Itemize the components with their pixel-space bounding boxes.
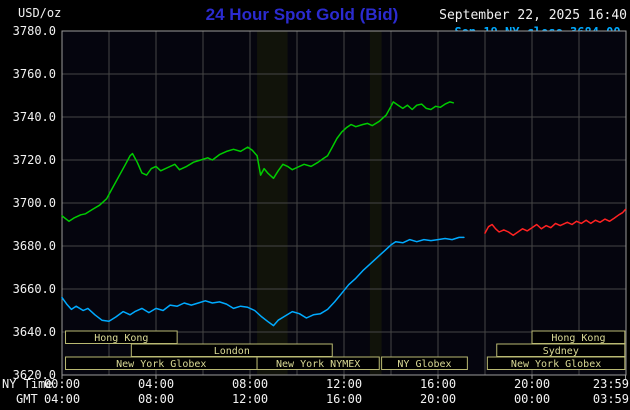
x-axis-tick-ny: 08:00 [232,377,268,391]
session-label: London [214,346,250,357]
session-box [65,330,178,344]
session-label: Sydney [543,346,579,357]
x-axis-tick-ny: 04:00 [138,377,174,391]
x-axis-tick-gmt: 00:00 [514,392,550,406]
session-box [256,356,380,370]
session-label: Hong Kong [94,333,148,344]
y-axis-tick: 3760.0 [13,67,56,81]
x-axis-tick-gmt: 08:00 [138,392,174,406]
price-line-sep19 [61,236,465,327]
y-axis-tick: 3660.0 [13,282,56,296]
x-axis-tick-gmt: 12:00 [232,392,268,406]
x-axis-tick-ny: 16:00 [420,377,456,391]
session-label: New York NYMEX [276,359,360,370]
y-axis-tick: 3620.0 [13,368,56,382]
price-line-sep21 [484,208,627,237]
gmt-axis-label: GMT [16,392,38,406]
page-title: 24 Hour Spot Gold (Bid) [205,5,399,24]
y-axis-tick: 3780.0 [13,24,56,38]
session-box [381,356,468,370]
y-axis-tick: 3680.0 [13,239,56,253]
x-axis-tick-gmt: 16:00 [326,392,362,406]
ny-time-axis-label: NY Time [2,377,53,391]
y-axis-tick: 3740.0 [13,110,56,124]
x-axis-tick-ny: 20:00 [514,377,550,391]
session-label: New York Globex [511,359,601,370]
x-axis-tick-gmt: 03:59 [593,392,629,406]
y-axis-tick: 3640.0 [13,325,56,339]
x-axis-tick-ny: 00:00 [44,377,80,391]
x-axis-tick-gmt: 20:00 [420,392,456,406]
x-axis-tick-gmt: 04:00 [44,392,80,406]
y-axis-tick: 3720.0 [13,153,56,167]
datetime-label: September 22, 2025 16:40 [439,8,627,23]
session-box [486,356,626,370]
x-axis-tick-ny: 12:00 [326,377,362,391]
price-units-label: USD/oz [18,6,62,20]
session-label: NY Globex [397,359,451,370]
session-label: Hong Kong [551,333,605,344]
session-label: New York Globex [116,359,206,370]
y-axis-tick: 3700.0 [13,196,56,210]
price-line-sep22 [61,101,455,223]
x-axis-tick-ny: 23:59 [593,377,629,391]
